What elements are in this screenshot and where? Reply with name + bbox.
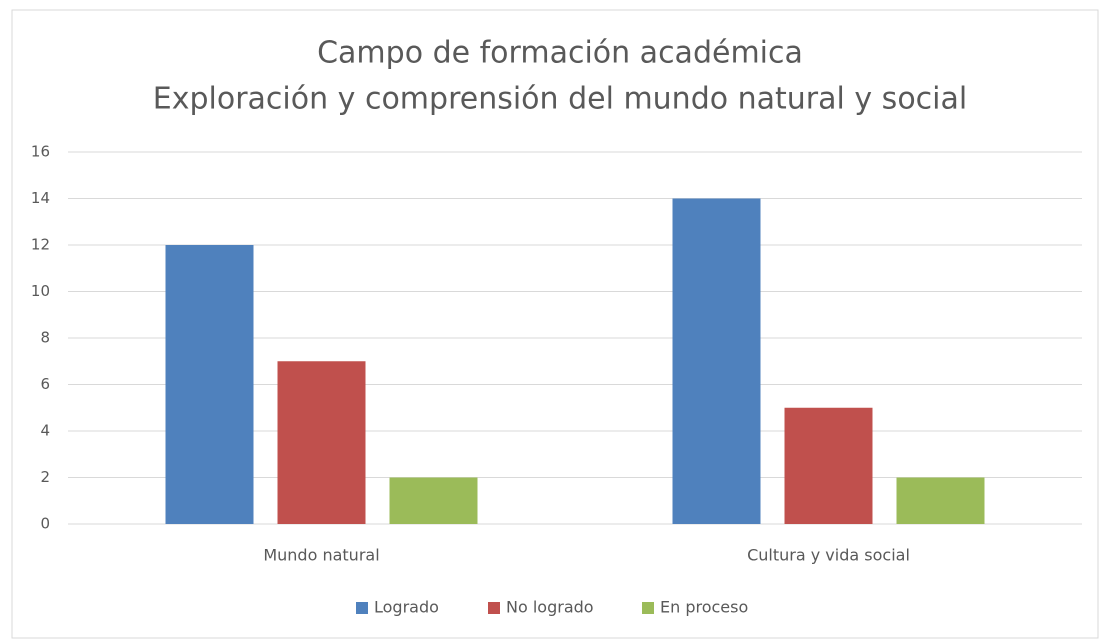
y-tick-label: 0: [40, 515, 50, 533]
legend-label: Logrado: [374, 598, 439, 617]
y-tick-label: 12: [31, 236, 50, 254]
legend-swatch: [642, 602, 654, 614]
legend-label: No logrado: [506, 598, 594, 617]
bar: [277, 361, 366, 524]
bar: [672, 198, 761, 524]
y-tick-label: 8: [40, 329, 50, 347]
bar: [165, 245, 254, 524]
bar: [784, 407, 873, 524]
legend-swatch: [488, 602, 500, 614]
bar: [389, 477, 478, 524]
y-tick-label: 6: [40, 375, 50, 393]
y-tick-label: 4: [40, 422, 50, 440]
bar: [896, 477, 985, 524]
chart-title: Exploración y comprensión del mundo natu…: [153, 82, 967, 117]
legend-swatch: [356, 602, 368, 614]
x-tick-label: Cultura y vida social: [747, 546, 910, 565]
x-tick-label: Mundo natural: [263, 546, 379, 565]
y-tick-label: 16: [31, 143, 50, 161]
y-tick-label: 10: [31, 282, 50, 300]
y-tick-label: 2: [40, 468, 50, 486]
chart-title: Campo de formación académica: [317, 36, 803, 71]
y-tick-label: 14: [31, 189, 50, 207]
legend-label: En proceso: [660, 598, 748, 617]
